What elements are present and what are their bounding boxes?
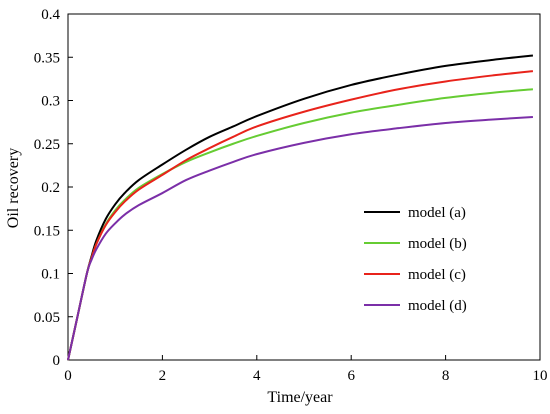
x-tick-label: 8 (442, 368, 450, 384)
y-tick-label: 0.1 (41, 267, 60, 283)
series-line-model-d (67, 115, 533, 361)
legend-label-model-b: model (b) (408, 236, 467, 252)
x-axis-title: Time/year (267, 389, 333, 406)
x-tick-label: 2 (159, 368, 167, 384)
y-axis-ticks: 0 0.05 0.1 0.15 0.2 0.25 0.3 0.35 0.4 (34, 7, 73, 369)
y-tick-label: 0.15 (34, 223, 60, 239)
legend-label-model-c: model (c) (408, 267, 466, 283)
x-tick-label: 10 (533, 368, 548, 384)
y-tick-label: 0.2 (41, 180, 60, 196)
y-tick-label: 0 (53, 353, 61, 369)
x-tick-label: 4 (253, 368, 261, 384)
legend: model (a) model (b) model (c) model (d) (364, 205, 467, 314)
legend-label-model-a: model (a) (408, 205, 466, 221)
x-tick-label: 6 (347, 368, 355, 384)
y-axis-title: Oil recovery (5, 148, 22, 228)
y-tick-label: 0.35 (34, 50, 60, 66)
x-tick-label: 0 (64, 368, 72, 384)
y-tick-label: 0.25 (34, 137, 60, 153)
series-lines (67, 54, 534, 361)
legend-label-model-d: model (d) (408, 298, 467, 314)
y-tick-label: 0.4 (41, 7, 60, 23)
y-tick-label: 0.05 (34, 310, 60, 326)
y-tick-label: 0.3 (41, 94, 60, 110)
